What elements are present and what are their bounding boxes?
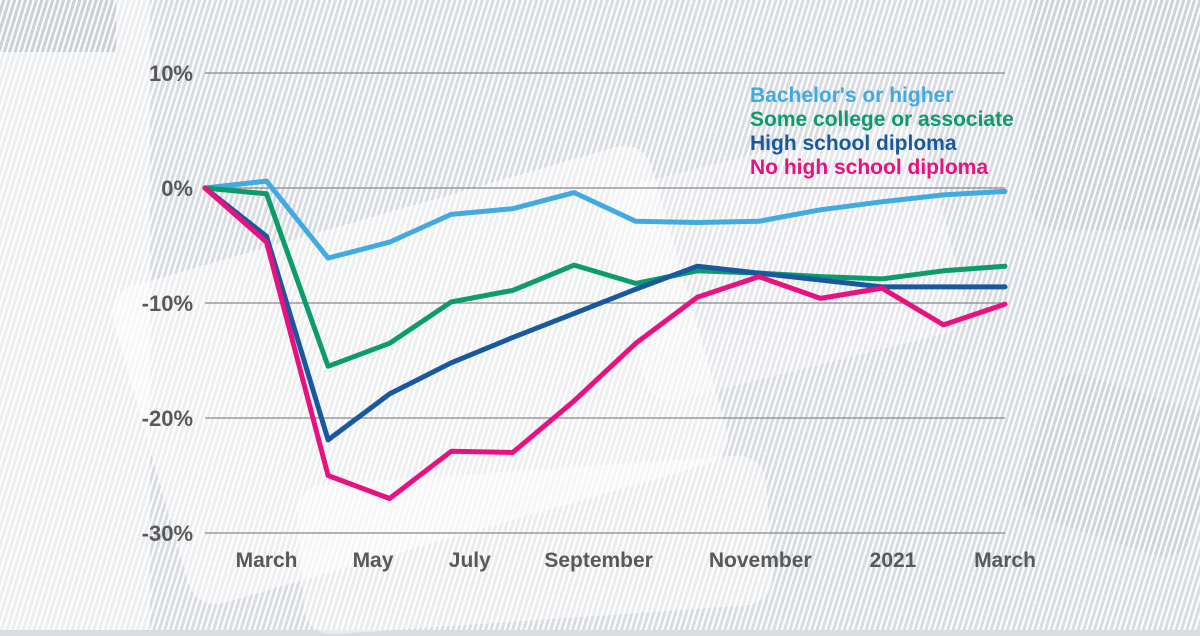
x-tick-label: September: [544, 549, 653, 572]
y-tick-label: -10%: [142, 291, 193, 316]
series-lines-group: [202, 178, 1008, 501]
legend-item-bachelors: Bachelor's or higher: [750, 84, 954, 107]
series-line-some-college: [202, 185, 1008, 369]
x-tick-label: November: [709, 549, 812, 572]
y-axis-labels-group: 10% 0% -10% -20% -30%: [142, 61, 193, 546]
y-tick-label: -30%: [142, 521, 193, 546]
x-axis-labels-group: March May July September November 2021 March: [236, 549, 1036, 572]
y-tick-label: 0%: [161, 176, 193, 201]
x-tick-label: May: [353, 549, 394, 572]
legend-item-some-college: Some college or associate: [750, 108, 1014, 131]
gridlines-group: [205, 72, 1005, 534]
x-tick-label: March: [974, 549, 1036, 572]
x-tick-label: July: [449, 549, 491, 572]
series-line-high-school: [202, 185, 1008, 443]
legend-item-no-high-school: No high school diploma: [750, 156, 988, 179]
series-line-no-high-school: [202, 185, 1008, 501]
x-tick-label: 2021: [870, 549, 917, 572]
y-tick-label: -20%: [142, 406, 193, 431]
x-tick-label: March: [236, 549, 298, 572]
legend: Bachelor's or higher Some college or asso…: [750, 84, 1014, 180]
legend-item-high-school: High school diploma: [750, 132, 957, 155]
series-line-bachelors: [202, 178, 1008, 261]
y-tick-label: 10%: [149, 61, 193, 86]
